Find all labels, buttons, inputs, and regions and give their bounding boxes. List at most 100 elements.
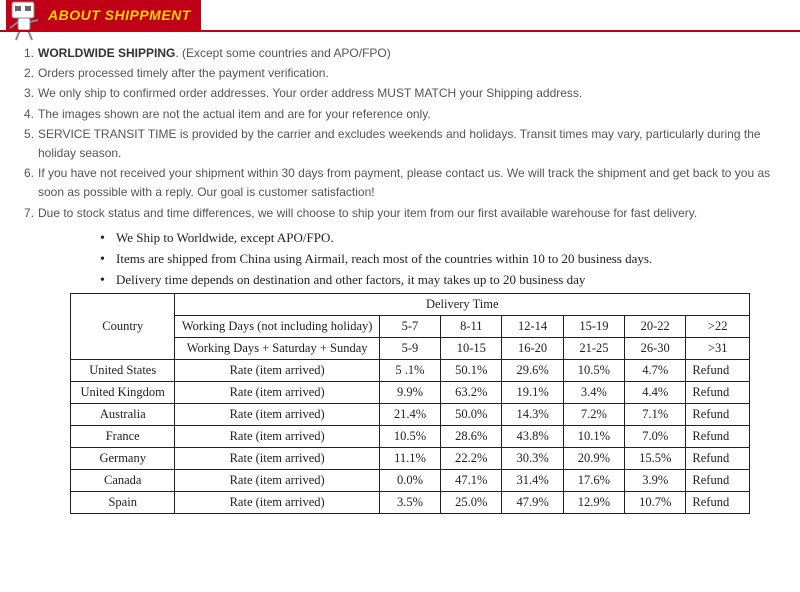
policy-num: 5. <box>24 125 38 144</box>
policy-item: 6.If you have not received your shipment… <box>24 164 786 202</box>
cell-refund: Refund <box>686 382 750 404</box>
th-range: 8-11 <box>441 316 502 338</box>
th-range: 5-7 <box>379 316 440 338</box>
cell-value: 17.6% <box>563 470 624 492</box>
policy-item: 1.WORLDWIDE SHIPPING. (Except some count… <box>24 44 786 63</box>
cell-refund: Refund <box>686 470 750 492</box>
cell-country: Australia <box>71 404 175 426</box>
cell-rate-label: Rate (item arrived) <box>175 404 379 426</box>
th-range: 15-19 <box>563 316 624 338</box>
cell-value: 14.3% <box>502 404 563 426</box>
th-delivery-time: Delivery Time <box>175 294 750 316</box>
cell-value: 47.9% <box>502 492 563 514</box>
cell-country: France <box>71 426 175 448</box>
cell-rate-label: Rate (item arrived) <box>175 360 379 382</box>
policy-item: 2.Orders processed timely after the paym… <box>24 64 786 83</box>
cell-value: 0.0% <box>379 470 440 492</box>
th-range: 20-22 <box>625 316 686 338</box>
delivery-table-wrap: Country Delivery Time Working Days (not … <box>0 293 800 514</box>
cell-country: United States <box>71 360 175 382</box>
cell-value: 3.5% <box>379 492 440 514</box>
policy-item: 4.The images shown are not the actual it… <box>24 105 786 124</box>
cell-country: Germany <box>71 448 175 470</box>
th-range: 12-14 <box>502 316 563 338</box>
cell-value: 21.4% <box>379 404 440 426</box>
policy-item: 5.SERVICE TRANSIT TIME is provided by th… <box>24 125 786 163</box>
th-range: 5-9 <box>379 338 440 360</box>
cell-value: 63.2% <box>441 382 502 404</box>
policy-num: 7. <box>24 204 38 223</box>
cell-rate-label: Rate (item arrived) <box>175 470 379 492</box>
cell-country: United Kingdom <box>71 382 175 404</box>
cell-value: 50.0% <box>441 404 502 426</box>
policy-text: . (Except some countries and APO/FPO) <box>175 46 390 60</box>
th-range: 10-15 <box>441 338 502 360</box>
cell-value: 10.5% <box>379 426 440 448</box>
table-row: CanadaRate (item arrived)0.0%47.1%31.4%1… <box>71 470 750 492</box>
cell-refund: Refund <box>686 360 750 382</box>
policy-num: 3. <box>24 84 38 103</box>
bullet-item: Items are shipped from China using Airma… <box>100 249 786 269</box>
cell-value: 7.1% <box>625 404 686 426</box>
th-working-days: Working Days (not including holiday) <box>175 316 379 338</box>
bullet-item: Delivery time depends on destination and… <box>100 270 786 290</box>
policy-text: Orders processed timely after the paymen… <box>38 66 329 80</box>
bullet-list: We Ship to Worldwide, except APO/FPO.Ite… <box>0 226 800 293</box>
th-range: 26-30 <box>625 338 686 360</box>
cell-value: 10.5% <box>563 360 624 382</box>
policy-list: 1.WORLDWIDE SHIPPING. (Except some count… <box>0 40 800 226</box>
cell-rate-label: Rate (item arrived) <box>175 382 379 404</box>
cell-value: 50.1% <box>441 360 502 382</box>
th-range: >31 <box>686 338 750 360</box>
policy-num: 1. <box>24 44 38 63</box>
cell-rate-label: Rate (item arrived) <box>175 448 379 470</box>
cell-value: 9.9% <box>379 382 440 404</box>
cell-value: 15.5% <box>625 448 686 470</box>
cell-value: 30.3% <box>502 448 563 470</box>
delivery-table: Country Delivery Time Working Days (not … <box>70 293 750 514</box>
cell-value: 29.6% <box>502 360 563 382</box>
mascot-icon <box>6 0 46 42</box>
header-bar: ABOUT SHIPPMENT <box>0 0 800 34</box>
policy-bold: WORLDWIDE SHIPPING <box>38 46 175 60</box>
table-row: United StatesRate (item arrived)5 .1%50.… <box>71 360 750 382</box>
cell-value: 11.1% <box>379 448 440 470</box>
policy-text: The images shown are not the actual item… <box>38 107 431 121</box>
cell-rate-label: Rate (item arrived) <box>175 426 379 448</box>
policy-num: 4. <box>24 105 38 124</box>
cell-value: 31.4% <box>502 470 563 492</box>
cell-value: 12.9% <box>563 492 624 514</box>
cell-value: 3.4% <box>563 382 624 404</box>
policy-item: 7.Due to stock status and time differenc… <box>24 204 786 223</box>
cell-value: 20.9% <box>563 448 624 470</box>
cell-value: 25.0% <box>441 492 502 514</box>
th-range: 21-25 <box>563 338 624 360</box>
header-rule <box>0 30 800 32</box>
cell-country: Spain <box>71 492 175 514</box>
policy-text: Due to stock status and time differences… <box>38 206 697 220</box>
policy-text: We only ship to confirmed order addresse… <box>38 86 582 100</box>
cell-value: 19.1% <box>502 382 563 404</box>
cell-value: 7.0% <box>625 426 686 448</box>
cell-rate-label: Rate (item arrived) <box>175 492 379 514</box>
cell-value: 4.7% <box>625 360 686 382</box>
policy-num: 2. <box>24 64 38 83</box>
bullet-item: We Ship to Worldwide, except APO/FPO. <box>100 228 786 248</box>
cell-value: 47.1% <box>441 470 502 492</box>
th-range: 16-20 <box>502 338 563 360</box>
cell-refund: Refund <box>686 404 750 426</box>
cell-value: 3.9% <box>625 470 686 492</box>
table-row: GermanyRate (item arrived)11.1%22.2%30.3… <box>71 448 750 470</box>
cell-country: Canada <box>71 470 175 492</box>
cell-value: 7.2% <box>563 404 624 426</box>
policy-num: 6. <box>24 164 38 183</box>
cell-value: 43.8% <box>502 426 563 448</box>
banner-title: ABOUT SHIPPMENT <box>48 7 191 23</box>
cell-refund: Refund <box>686 448 750 470</box>
th-country: Country <box>71 294 175 360</box>
th-range: >22 <box>686 316 750 338</box>
cell-value: 22.2% <box>441 448 502 470</box>
cell-value: 5 .1% <box>379 360 440 382</box>
cell-value: 10.7% <box>625 492 686 514</box>
policy-text: If you have not received your shipment w… <box>38 166 770 199</box>
